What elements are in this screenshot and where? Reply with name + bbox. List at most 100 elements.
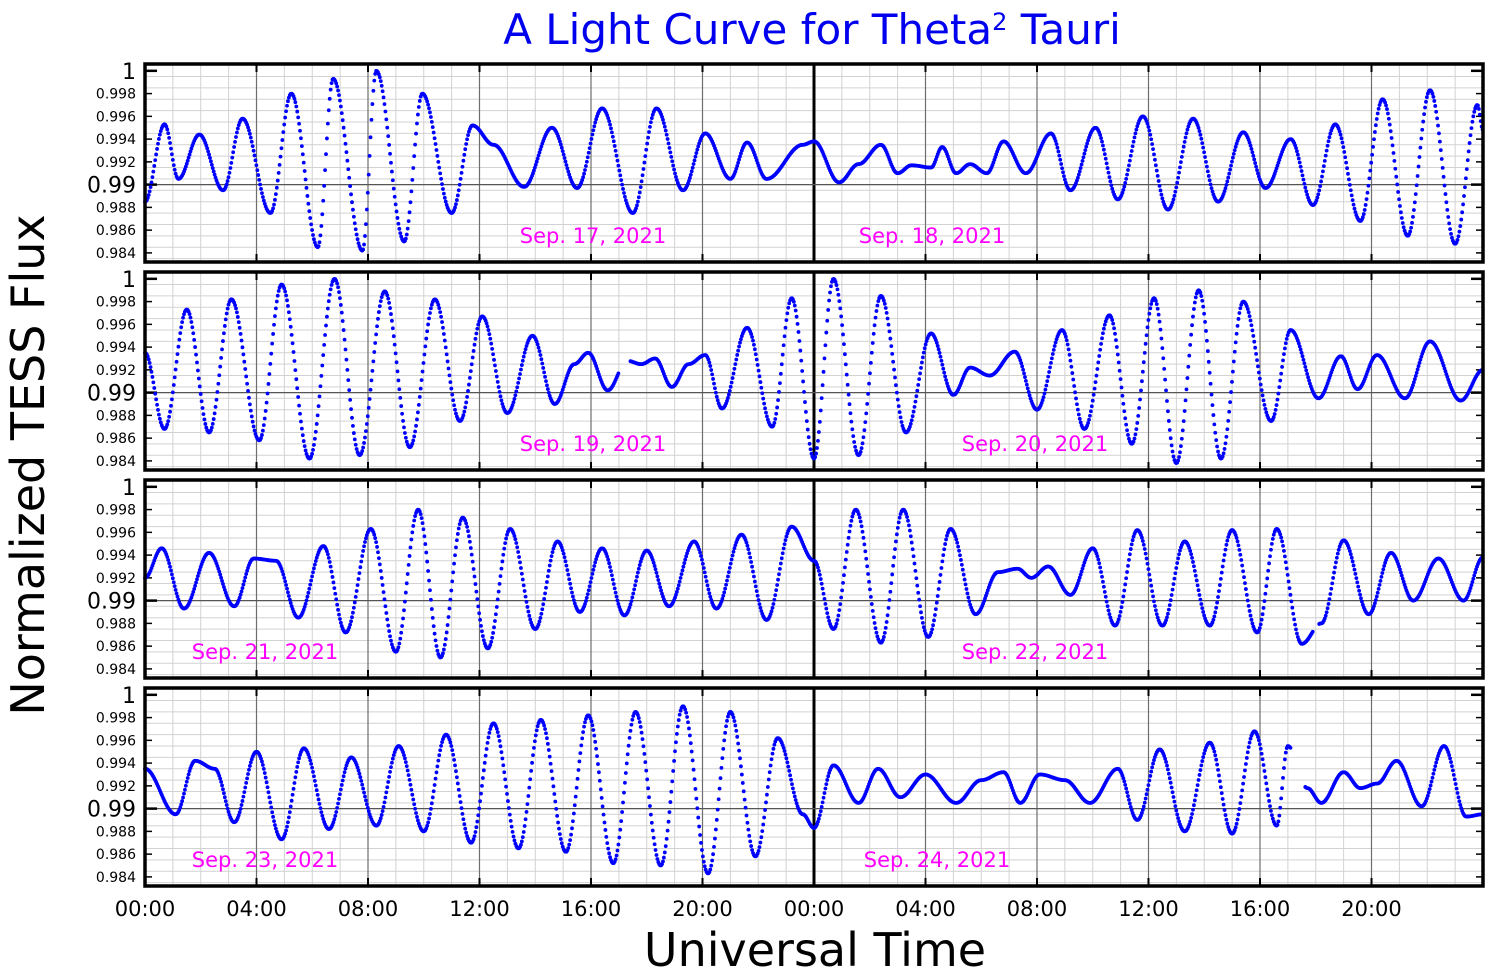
- data-point: [1411, 215, 1415, 219]
- data-point: [905, 515, 909, 519]
- data-point: [1222, 447, 1227, 451]
- data-point: [884, 620, 889, 624]
- data-point: [1463, 176, 1468, 181]
- data-point: [438, 310, 443, 315]
- data-point: [1095, 367, 1100, 371]
- data-point: [333, 813, 338, 818]
- data-point: [562, 555, 567, 560]
- data-point: [151, 380, 156, 385]
- data-point: [891, 359, 896, 364]
- data-point: [865, 401, 870, 406]
- data-point: [170, 397, 174, 402]
- data-point: [173, 587, 178, 592]
- x-axis-label: Universal Time: [644, 923, 986, 975]
- data-point: [1057, 153, 1062, 158]
- data-point: [442, 338, 447, 343]
- data-point: [1105, 604, 1110, 609]
- data-point: [251, 148, 256, 153]
- data-point: [1109, 183, 1114, 188]
- data-point: [321, 817, 326, 821]
- data-point: [1140, 539, 1145, 543]
- data-point: [1228, 167, 1233, 172]
- data-point: [1391, 151, 1396, 155]
- data-point: [937, 351, 942, 355]
- data-point: [1409, 225, 1414, 230]
- data-point: [1069, 364, 1074, 369]
- data-point: [1336, 547, 1341, 552]
- data-point: [673, 171, 677, 176]
- data-point: [581, 175, 586, 179]
- data-point: [299, 426, 304, 431]
- data-point: [287, 597, 292, 602]
- data-point: [169, 568, 173, 573]
- data-point: [1253, 345, 1258, 350]
- data-point: [362, 544, 366, 549]
- data-point: [1199, 136, 1204, 141]
- data-point: [441, 647, 446, 652]
- data-point: [442, 642, 447, 647]
- data-point: [396, 221, 401, 226]
- data-point: [429, 306, 433, 311]
- data-point: [1470, 119, 1475, 124]
- data-point: [569, 586, 573, 591]
- data-point: [167, 561, 172, 566]
- data-point: [915, 388, 920, 393]
- data-point: [1234, 536, 1239, 540]
- data-point: [658, 585, 663, 590]
- data-point: [1022, 371, 1026, 376]
- data-point: [194, 580, 198, 585]
- data-point: [441, 332, 446, 336]
- data-point: [322, 342, 327, 347]
- data-point: [1096, 360, 1101, 365]
- data-point: [1111, 321, 1116, 326]
- data-point: [867, 579, 871, 584]
- data-point: [1179, 436, 1184, 441]
- data-point: [1320, 174, 1324, 179]
- date-label: Sep. 20, 2021: [962, 432, 1108, 456]
- data-point: [423, 542, 428, 546]
- data-point: [300, 152, 305, 157]
- data-point: [1447, 221, 1452, 226]
- data-point: [427, 578, 431, 583]
- data-point: [1136, 413, 1141, 418]
- data-point: [614, 153, 619, 158]
- data-point: [675, 586, 680, 591]
- y-tick-label: 0.99: [87, 798, 136, 823]
- data-point: [1045, 379, 1050, 384]
- data-point: [866, 392, 870, 396]
- data-point: [704, 579, 709, 584]
- data-point: [353, 594, 358, 599]
- data-point: [1402, 582, 1407, 587]
- data-point: [1393, 166, 1398, 171]
- data-point: [401, 616, 405, 621]
- data-point: [894, 390, 899, 395]
- data-point: [266, 382, 271, 386]
- data-point: [641, 167, 646, 171]
- data-point: [1394, 174, 1399, 179]
- data-point: [1059, 162, 1064, 166]
- data-point: [560, 149, 565, 154]
- data-point: [1110, 186, 1115, 191]
- data-point: [1203, 155, 1207, 159]
- data-point: [265, 785, 270, 790]
- data-point: [1081, 563, 1086, 568]
- data-point: [1125, 428, 1129, 433]
- data-point: [390, 178, 395, 183]
- data-point: [243, 367, 248, 371]
- data-point: [1252, 157, 1257, 162]
- data-point: [1254, 164, 1258, 169]
- data-point: [267, 372, 272, 376]
- data-point: [168, 141, 172, 145]
- data-point: [387, 143, 392, 147]
- data-point: [1341, 145, 1346, 149]
- data-point: [1303, 185, 1308, 190]
- data-point: [526, 609, 531, 614]
- data-point: [150, 175, 155, 180]
- data-point: [921, 350, 926, 355]
- data-point: [177, 337, 182, 342]
- data-point: [270, 810, 275, 815]
- data-point: [289, 798, 294, 803]
- data-point: [323, 333, 327, 337]
- data-point: [340, 118, 345, 123]
- data-point: [758, 605, 763, 610]
